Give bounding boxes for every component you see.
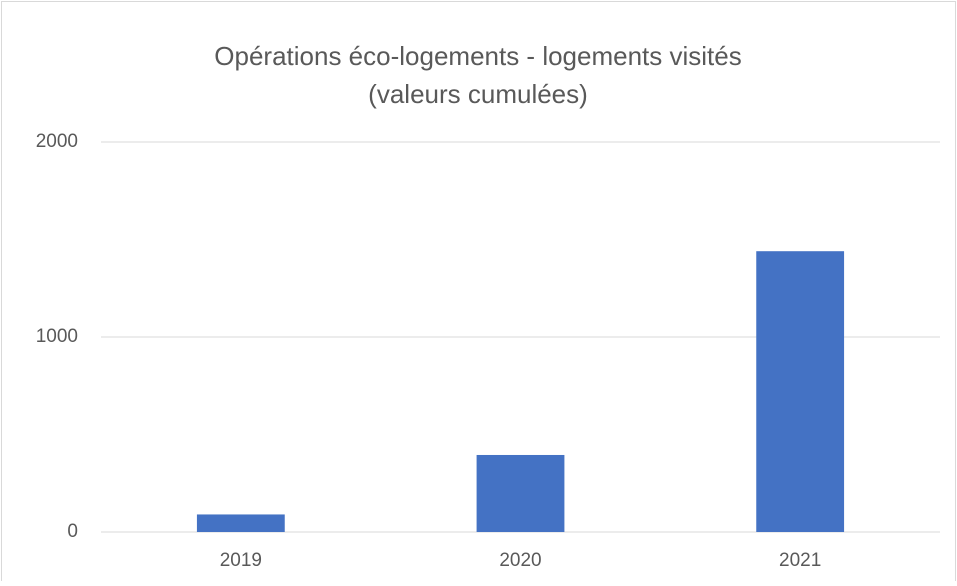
x-tick-label: 2021 [779, 550, 821, 571]
bar [756, 251, 845, 532]
y-tick-label: 2000 [36, 131, 78, 152]
y-tick-label: 1000 [36, 326, 78, 347]
bar [476, 454, 565, 532]
x-tick-label: 2019 [220, 550, 262, 571]
chart-title: Opérations éco-logements - logements vis… [214, 41, 741, 71]
chart-title: (valeurs cumulées) [368, 79, 588, 109]
x-tick-label: 2020 [499, 550, 541, 571]
bar [196, 514, 285, 532]
y-tick-label: 0 [67, 521, 78, 542]
